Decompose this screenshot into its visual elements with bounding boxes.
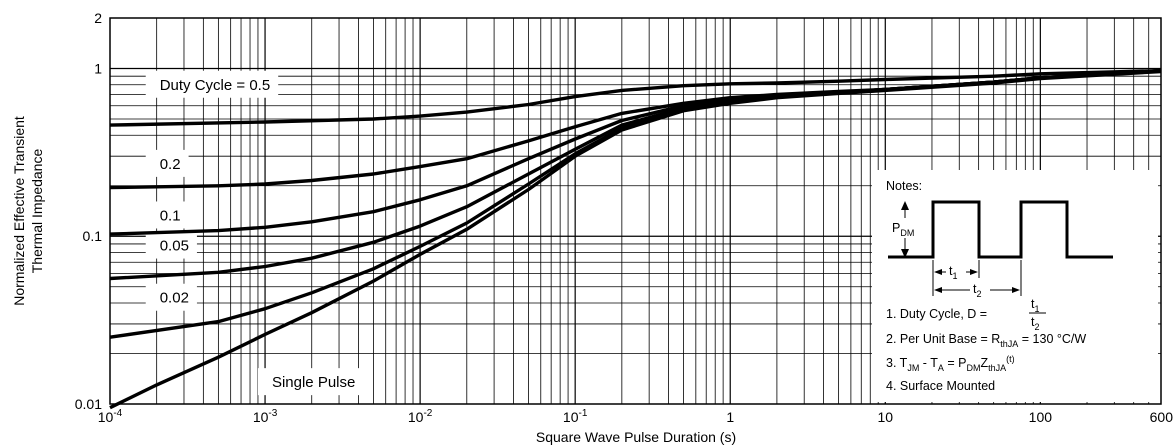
notes-background — [872, 170, 1158, 402]
series-label-background — [257, 368, 364, 396]
curves — [109, 69, 1162, 410]
x-tick-label: 10-3 — [253, 408, 278, 425]
note-1: 1. Duty Cycle, D = — [886, 307, 987, 321]
series-label: Duty Cycle = 0.5 — [160, 77, 270, 94]
note-1-numerator: t1 — [1031, 297, 1040, 314]
t2-label-back — [970, 281, 990, 297]
x-tick-label: 600 — [1150, 409, 1174, 425]
pdm-label: PDM — [892, 221, 914, 238]
note-4: 4. Surface Mounted — [886, 379, 995, 393]
series-label: 0.1 — [160, 207, 181, 224]
x-axis-title: Square Wave Pulse Duration (s) — [536, 429, 736, 445]
series-label: Single Pulse — [272, 374, 355, 391]
x-tick-label: 100 — [1029, 409, 1053, 425]
plot-frame — [109, 17, 1162, 405]
y-tick-label: 0.01 — [75, 396, 102, 412]
label-backgrounds — [145, 70, 364, 396]
x-tick-label: 1 — [726, 409, 734, 425]
x-tick-label: 10-2 — [408, 408, 433, 425]
note-3: 3. TJM - TA = PDMZthJA(t) — [886, 354, 1015, 373]
series-label-background — [145, 149, 189, 177]
note-1-denominator: t2 — [1031, 315, 1040, 332]
series-line — [109, 69, 1162, 410]
tick-labels: 10-4 10-3 10-2 10-1 1 10 100 600 0.01 0.1 1 2 — [75, 10, 1173, 425]
series-label-background — [145, 70, 279, 98]
pdm-arrow-up — [901, 201, 909, 210]
series-label-background — [145, 231, 197, 259]
t2-label: t2 — [973, 282, 982, 299]
series-label-background — [145, 283, 197, 311]
series-label: 0.2 — [160, 156, 181, 173]
y-tick-label: 1 — [94, 60, 102, 76]
series-line — [109, 69, 1162, 127]
t1-label-back — [946, 263, 966, 279]
t2-arrow-head-right — [1012, 287, 1020, 293]
t1-arrow-head-right — [970, 269, 978, 275]
notes-panel: Notes: PDM t1 t2 1. Duty Cycle, D = t1 — [872, 170, 1158, 402]
series-label: 0.02 — [160, 290, 189, 307]
y-tick-label: 2 — [94, 10, 102, 26]
notes-title: Notes: — [886, 179, 922, 193]
t2-arrow-head-left — [934, 287, 942, 293]
series-label-background — [145, 201, 189, 229]
curve-labels: Duty Cycle = 0.5 0.2 0.1 0.05 0.02 Single Pul… — [160, 77, 356, 391]
y-axis-title-line-1: Normalized Effective Transient — [11, 116, 27, 306]
x-tick-label: 10-4 — [98, 408, 123, 425]
t1-arrow-head-left — [934, 269, 942, 275]
x-tick-label: 10 — [877, 409, 893, 425]
pdm-arrow-down — [901, 249, 909, 258]
note-2: 2. Per Unit Base = RthJA = 130 °C/W — [886, 332, 1086, 349]
y-axis-title-line-2: Thermal Impedance — [29, 149, 45, 274]
y-tick-label: 0.1 — [83, 228, 103, 244]
series-label: 0.05 — [160, 238, 189, 255]
x-tick-label: 10-1 — [563, 408, 588, 425]
pdm-label-back — [889, 218, 929, 238]
pulse-waveform — [888, 200, 1113, 259]
t1-label: t1 — [949, 264, 958, 281]
